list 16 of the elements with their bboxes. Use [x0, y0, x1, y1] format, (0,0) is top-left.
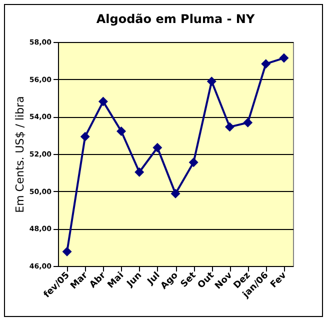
y-axis-title: Em Cents. US$ / libra: [13, 96, 26, 213]
point: [261, 59, 271, 69]
point: [134, 167, 144, 177]
point: [188, 158, 198, 168]
point: [279, 53, 289, 63]
point: [224, 122, 234, 132]
point: [80, 132, 90, 142]
point: [243, 118, 253, 128]
point: [116, 126, 126, 136]
point: [206, 76, 216, 86]
point: [152, 142, 162, 152]
point: [170, 188, 180, 198]
chart-title: Algodão em Pluma - NY: [96, 12, 255, 26]
point: [62, 246, 72, 256]
x-tick-label: Set: [179, 270, 199, 290]
point: [98, 96, 108, 106]
